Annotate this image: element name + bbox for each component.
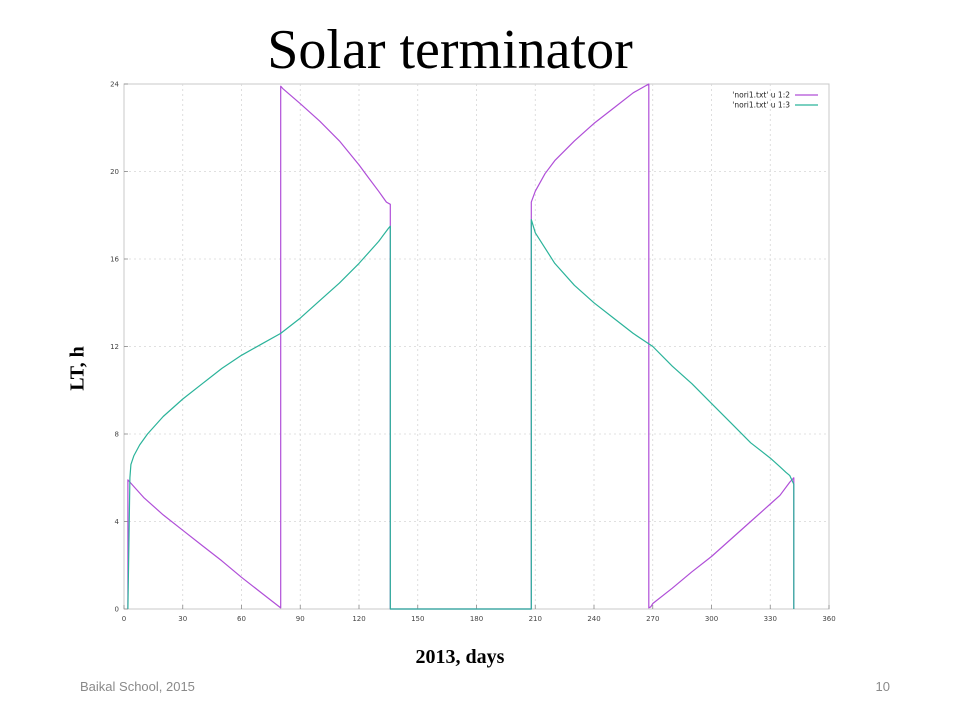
- footer-text: Baikal School, 2015: [80, 679, 195, 694]
- x-tick-label: 270: [646, 615, 659, 623]
- legend-label: 'nori1.txt' u 1:2: [732, 91, 790, 100]
- y-tick-label: 0: [115, 606, 119, 614]
- y-axis-label: LT, h: [66, 346, 89, 391]
- x-tick-label: 120: [352, 615, 365, 623]
- x-tick-label: 60: [237, 615, 246, 623]
- x-tick-label: 30: [178, 615, 187, 623]
- slide-title: Solar terminator: [267, 19, 633, 81]
- y-tick-label: 12: [110, 343, 119, 351]
- y-tick-label: 4: [115, 518, 120, 526]
- y-tick-label: 8: [115, 431, 119, 439]
- y-tick-label: 24: [110, 81, 119, 89]
- x-axis-label: 2013, days: [415, 646, 505, 668]
- x-tick-label: 240: [587, 615, 600, 623]
- series-line-2: [127, 219, 795, 610]
- grid-lines: [124, 84, 829, 609]
- page-number: 10: [875, 679, 890, 694]
- x-tick-label: 300: [705, 615, 718, 623]
- legend-label: 'nori1.txt' u 1:3: [732, 101, 790, 110]
- x-tick-label: 150: [411, 615, 424, 623]
- x-tick-label: 0: [122, 615, 126, 623]
- x-tick-label: 210: [529, 615, 542, 623]
- legend: 'nori1.txt' u 1:2'nori1.txt' u 1:3: [732, 91, 818, 110]
- x-tick-label: 330: [764, 615, 777, 623]
- y-tick-label: 20: [110, 168, 119, 176]
- x-tick-label: 180: [470, 615, 483, 623]
- y-tick-label: 16: [110, 256, 119, 264]
- series-lines: [127, 83, 795, 610]
- x-tick-label: 360: [822, 615, 835, 623]
- axes: 0 30 60 90 120 150 180 210 240 270 300 330 360 0 4 8 12 1…: [110, 81, 836, 624]
- x-tick-label: 90: [296, 615, 305, 623]
